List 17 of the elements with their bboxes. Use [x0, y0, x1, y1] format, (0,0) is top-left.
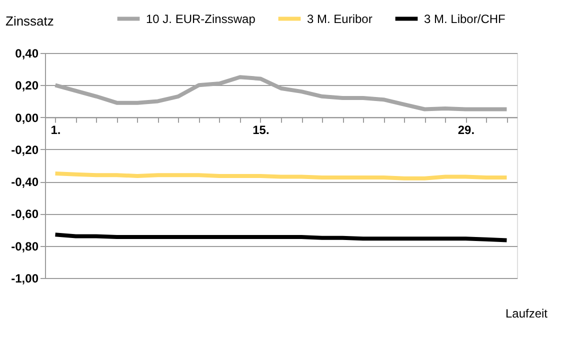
y-tick-label: -0,40: [11, 175, 39, 190]
x-axis-title: Laufzeit: [505, 306, 548, 320]
y-tick-label: -0,60: [11, 207, 39, 222]
y-tick-label: -0,20: [11, 142, 39, 157]
y-tick-label: 0,40: [15, 46, 39, 60]
y-tick-label: -1,00: [11, 272, 39, 286]
line-series: [53, 75, 509, 112]
y-tick-label: -0,80: [11, 239, 39, 254]
y-axis-title: Zinssatz: [6, 14, 54, 28]
legend-label: 3 M. Euribor: [307, 12, 372, 26]
legend-label: 3 M. Libor/CHF: [424, 12, 506, 26]
y-tick-label: 0,20: [15, 78, 39, 93]
x-tick-label: 15.: [252, 122, 270, 137]
legend-label: 10 J. EUR-Zinsswap: [146, 12, 256, 26]
y-tick-label: 0,00: [15, 110, 39, 125]
x-tick-label: 29.: [458, 122, 475, 137]
x-tick-label: 1.: [50, 122, 61, 137]
